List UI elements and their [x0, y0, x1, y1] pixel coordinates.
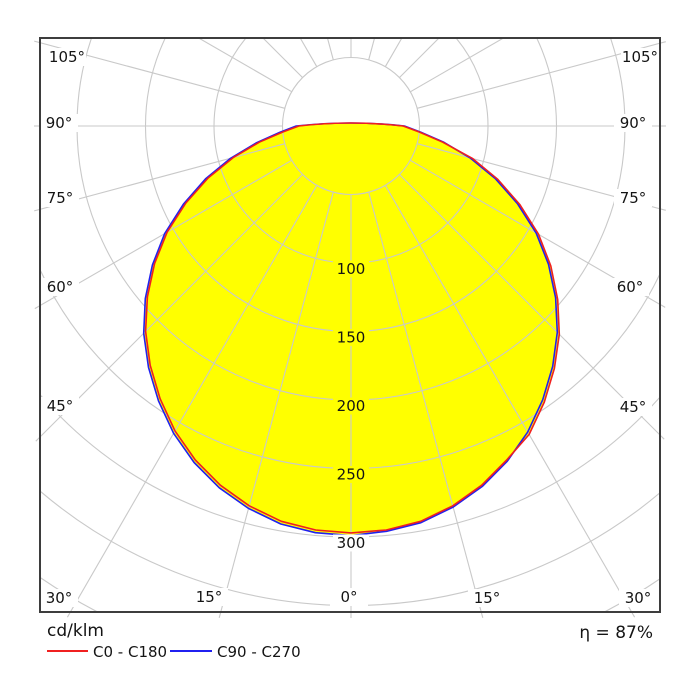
unit-label: cd/klm	[47, 621, 104, 641]
angle-label-0: 105°	[49, 48, 85, 66]
grid-spoke-15	[368, 192, 482, 611]
radial-label-bg-2	[333, 397, 369, 415]
angle-label-bg-0	[48, 48, 86, 66]
angle-label-bg-9	[619, 589, 657, 607]
angle-label-bg-2	[41, 189, 79, 207]
grid-spoke-30	[384, 185, 632, 611]
angle-label-bg-1	[40, 114, 78, 132]
angle-label-6: 15°	[196, 588, 223, 606]
radial-label-2: 200	[337, 397, 366, 415]
angle-label-14: 105°	[622, 48, 658, 66]
angle-label-bg-10	[614, 398, 652, 416]
radial-label-bg-3	[333, 466, 369, 483]
angle-label-9: 30°	[625, 589, 652, 607]
grid-spoke-75	[417, 143, 659, 210]
angle-label-bg-13	[614, 114, 652, 132]
angle-label-8: 15°	[474, 589, 501, 607]
grid-spoke-285	[41, 143, 285, 210]
angle-label-10: 45°	[620, 398, 647, 416]
radial-label-4: 300	[337, 534, 366, 552]
grid-spoke-60	[410, 159, 659, 305]
angle-label-11: 60°	[617, 278, 644, 296]
angle-label-1: 90°	[46, 114, 73, 132]
radial-label-1: 150	[337, 329, 366, 347]
angle-label-bg-8	[468, 589, 506, 607]
plot-frame	[39, 37, 661, 613]
legend: C0 - C180 C90 - C270	[47, 643, 301, 661]
grid-spoke-300	[41, 159, 292, 306]
angle-label-7: 0°	[340, 588, 357, 606]
grid-spoke-315	[41, 174, 303, 437]
radial-label-0: 100	[337, 260, 366, 278]
angle-label-bg-6	[190, 588, 228, 606]
radial-label-bg-1	[333, 329, 369, 346]
angle-label-bg-7	[330, 588, 368, 606]
angle-label-4: 45°	[47, 397, 74, 415]
angle-label-2: 75°	[47, 189, 74, 207]
angle-label-bg-5	[40, 589, 78, 607]
angle-label-13: 90°	[620, 114, 647, 132]
grid-spoke-120	[410, 39, 503, 93]
grid-spoke-45	[399, 174, 659, 435]
curve-c0-c180	[144, 122, 561, 534]
radial-label-3: 250	[337, 466, 366, 484]
angle-label-bg-12	[614, 189, 652, 207]
grid-spoke-345	[220, 192, 334, 611]
radial-label-bg-0	[333, 260, 369, 278]
angle-label-3: 60°	[47, 278, 74, 296]
legend-label-c90-c270: C90 - C270	[217, 643, 301, 661]
grid-spoke-255	[41, 42, 285, 109]
angle-label-bg-4	[41, 397, 79, 415]
grid-spoke-330	[70, 185, 318, 611]
legend-label-c0-c180: C0 - C180	[93, 643, 167, 661]
angle-label-5: 30°	[46, 589, 73, 607]
grid-spoke-240	[199, 39, 292, 93]
angle-label-bg-11	[611, 278, 649, 296]
angle-label-bg-3	[41, 278, 79, 296]
grid-spoke-105	[417, 42, 659, 109]
angle-label-12: 75°	[620, 189, 647, 207]
radial-label-bg-4	[333, 534, 369, 552]
angle-label-bg-14	[621, 48, 659, 66]
efficiency-label: η = 87%	[579, 623, 653, 643]
